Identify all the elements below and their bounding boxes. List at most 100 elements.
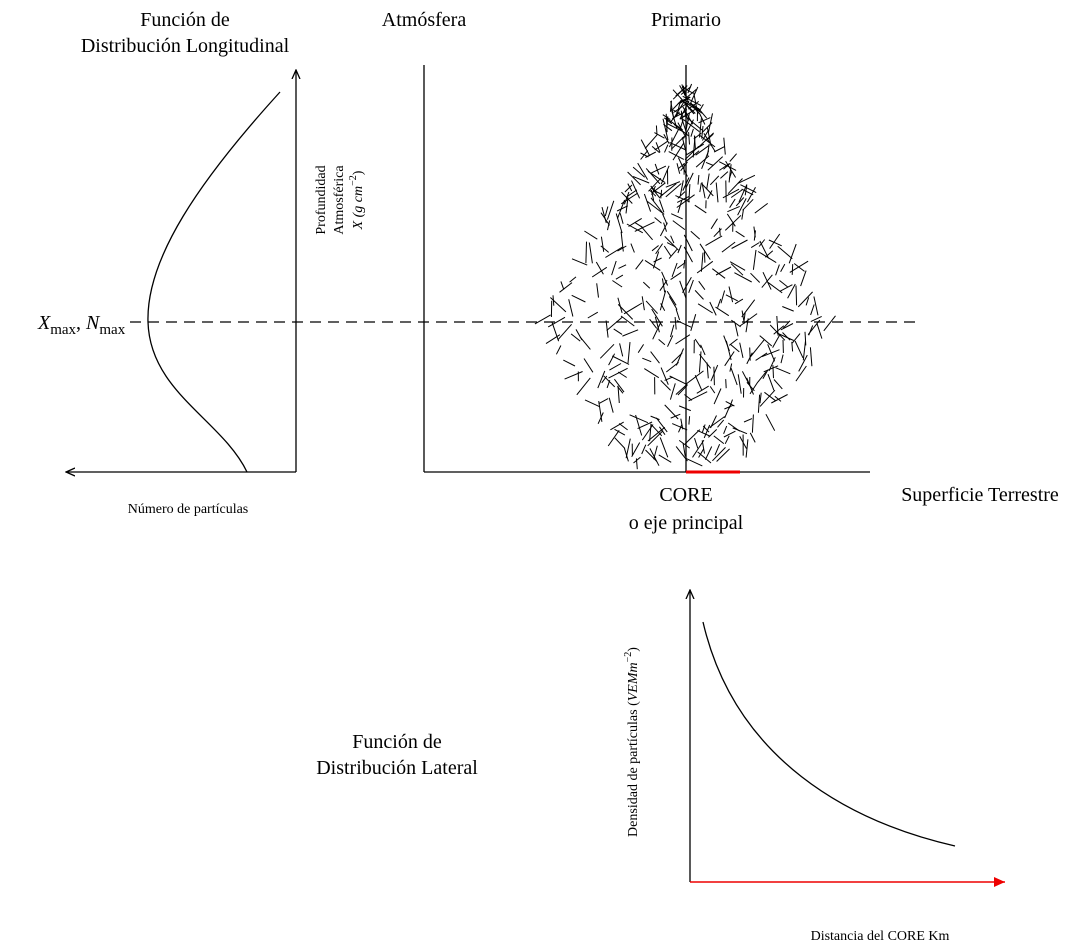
particle-track — [661, 190, 662, 199]
particle-track — [730, 344, 739, 352]
particle-track — [740, 185, 756, 193]
particle-track — [572, 295, 586, 302]
particle-track — [618, 246, 627, 251]
particle-track — [558, 324, 572, 340]
particle-track — [664, 246, 671, 256]
particle-track — [700, 354, 711, 368]
particle-track — [766, 414, 775, 431]
particle-track — [666, 362, 678, 372]
particle-track — [792, 334, 800, 344]
particle-track — [697, 261, 713, 273]
particle-track — [665, 145, 668, 153]
y-label-line: Atmosférica — [332, 165, 347, 235]
particle-track — [624, 303, 642, 314]
particle-track — [811, 305, 815, 315]
particle-track — [751, 243, 759, 248]
particle-track — [553, 295, 554, 305]
particle-track — [645, 260, 660, 270]
particle-track — [711, 416, 717, 429]
particle-track — [789, 244, 796, 263]
particle-track — [686, 458, 703, 466]
particle-track — [619, 265, 627, 269]
particle-track — [689, 416, 690, 424]
particle-track — [758, 372, 766, 383]
particle-track — [626, 439, 630, 459]
particle-track — [684, 260, 685, 269]
particle-track — [781, 355, 783, 364]
particle-track — [628, 342, 630, 363]
label-part: X — [37, 312, 51, 334]
particle-track — [726, 379, 727, 388]
particle-track — [588, 312, 598, 318]
particle-track — [824, 316, 836, 331]
particle-track — [570, 277, 576, 282]
particle-track — [612, 281, 622, 288]
particle-track — [638, 344, 643, 352]
particle-track — [752, 415, 753, 433]
particle-track — [632, 443, 640, 457]
particle-track — [601, 246, 609, 253]
particle-track — [642, 445, 646, 454]
long-title: Distribución Longitudinal — [81, 35, 290, 57]
particle-track — [760, 336, 772, 346]
particle-track — [801, 271, 807, 287]
particle-track — [795, 341, 803, 358]
particle-track — [720, 172, 728, 179]
particle-track — [636, 260, 644, 270]
particle-track — [796, 366, 807, 381]
particle-track — [778, 246, 793, 258]
particle-track — [750, 340, 764, 357]
particle-track — [675, 317, 676, 329]
particle-track — [810, 347, 812, 366]
particle-track — [707, 174, 710, 190]
core-label: CORE — [659, 484, 712, 506]
particle-track — [730, 262, 745, 271]
particle-track — [779, 280, 788, 287]
particle-track — [622, 330, 638, 336]
particle-track — [586, 242, 587, 264]
label-part: max — [50, 322, 76, 338]
particle-track — [689, 184, 690, 202]
particle-track — [758, 395, 759, 413]
particle-track — [731, 368, 737, 385]
lat-x-label: Distancia del CORE Km — [811, 929, 950, 944]
particle-track — [738, 374, 741, 393]
particle-track — [665, 405, 679, 419]
particle-track — [585, 400, 600, 407]
particle-track — [676, 309, 680, 320]
particle-track — [720, 228, 721, 236]
particle-track — [645, 152, 656, 158]
particle-track — [708, 429, 716, 437]
long-curve — [148, 92, 280, 472]
particle-track — [693, 440, 704, 457]
particle-track — [646, 301, 658, 314]
particle-track — [734, 273, 751, 282]
unit-part: g cm — [351, 186, 366, 213]
particle-track — [704, 252, 705, 263]
particle-track — [643, 282, 650, 288]
particle-track — [656, 244, 663, 254]
particle-track — [727, 206, 739, 211]
particle-track — [673, 221, 685, 230]
particle-track — [649, 178, 661, 191]
particle-track — [706, 236, 723, 246]
particle-track — [609, 354, 615, 365]
particle-track — [672, 263, 677, 277]
particle-track — [747, 187, 755, 202]
particle-track — [669, 249, 677, 258]
particle-track — [782, 307, 793, 312]
particle-track — [753, 250, 756, 270]
particle-track — [671, 214, 683, 219]
particle-track — [672, 353, 683, 363]
label-part: VEMm — [626, 662, 641, 701]
particle-track — [612, 261, 617, 275]
particle-track — [671, 236, 674, 243]
unit-part: ) — [351, 170, 366, 175]
particle-track — [714, 436, 724, 444]
particle-track — [691, 231, 700, 239]
particle-track — [660, 437, 668, 457]
particle-track — [814, 297, 818, 316]
y-label-line: Profundidad — [314, 165, 329, 234]
particle-track — [597, 283, 599, 297]
particle-track — [680, 281, 686, 299]
